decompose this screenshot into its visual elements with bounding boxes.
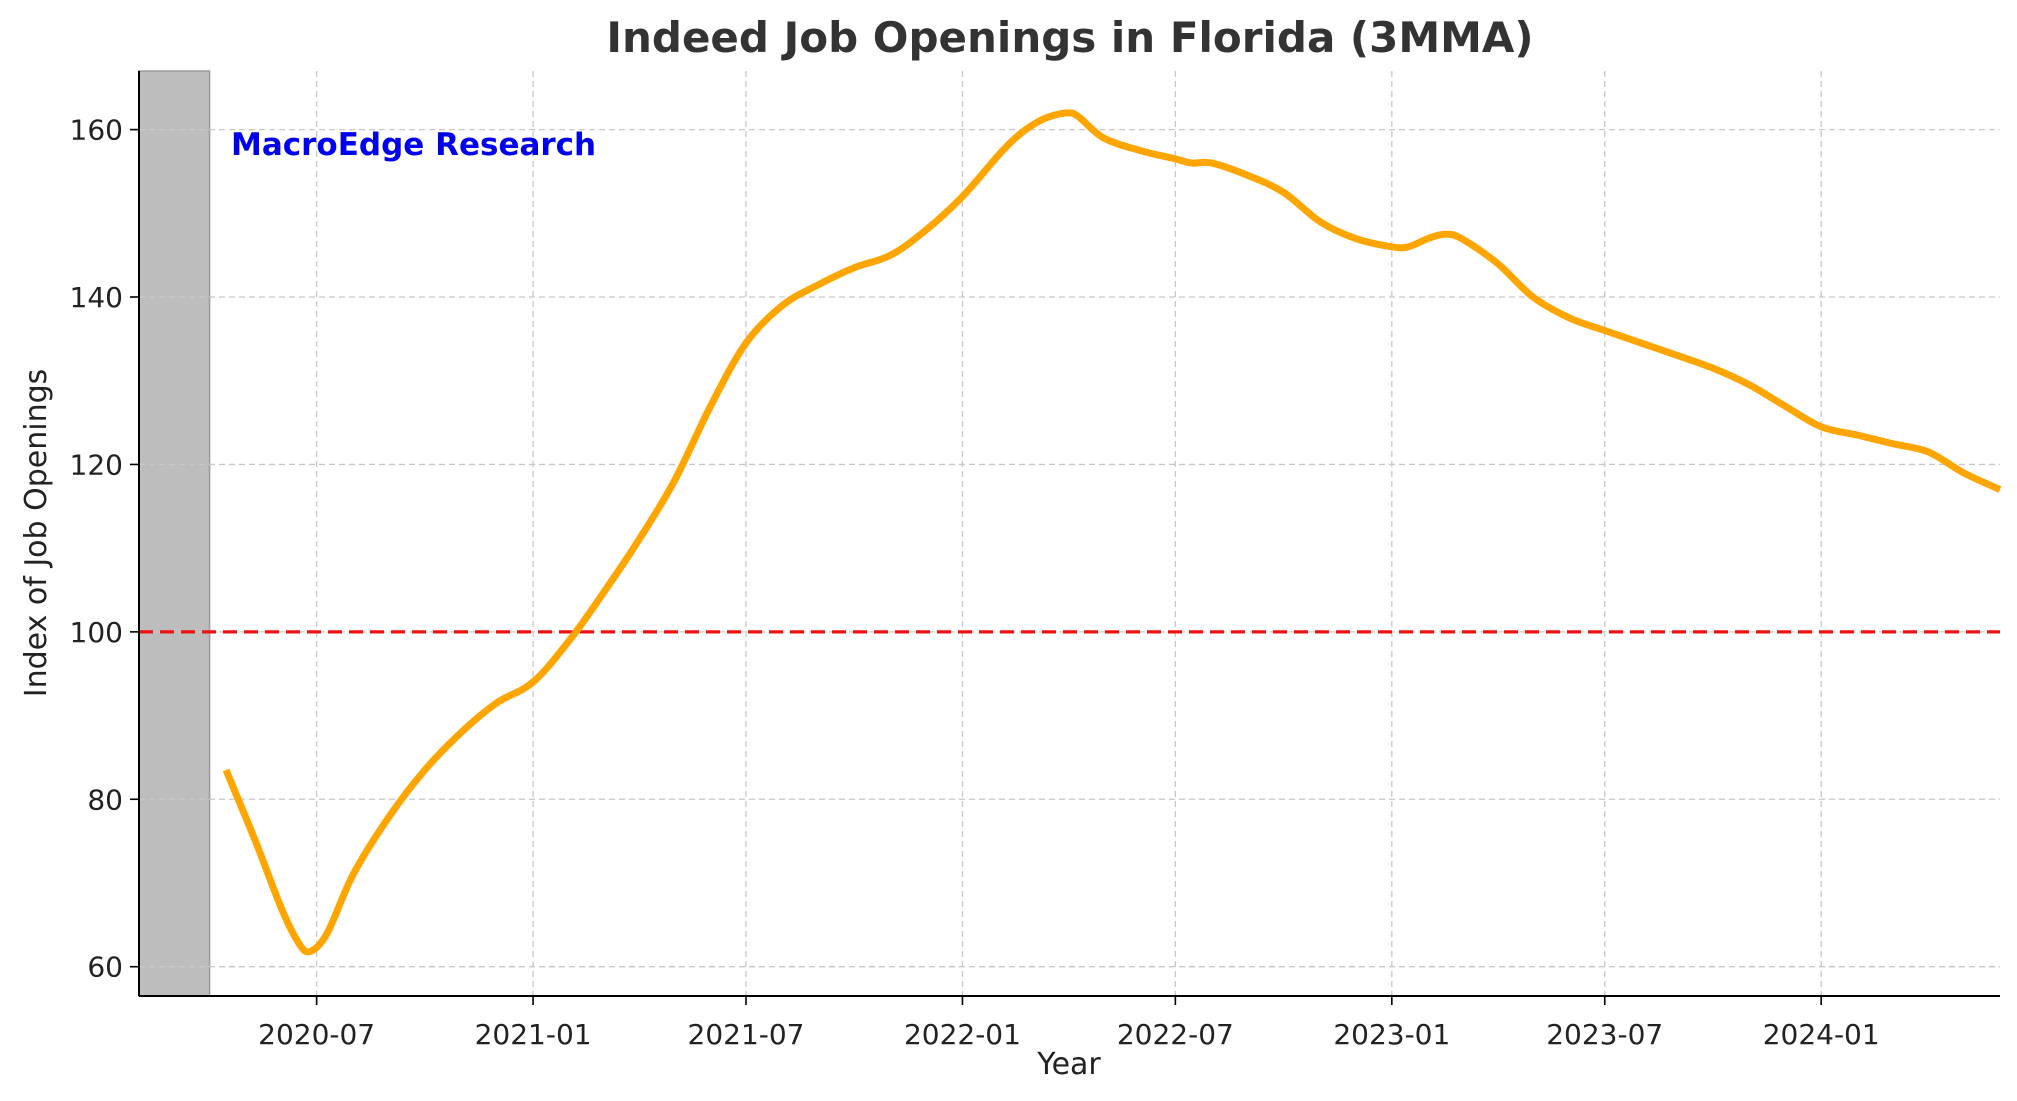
series-line (222, 109, 2002, 956)
x-tick-label: 2023-01 (1333, 1018, 1450, 1051)
y-tick-label: 100 (70, 616, 123, 649)
x-ticks: 2020-07 2021-01 2021-07 2022-01 2022-07 2023-… (258, 996, 1880, 1051)
y-tick-label: 160 (70, 114, 123, 147)
y-axis-label: Index of Job Openings (19, 369, 54, 698)
x-tick-label: 2021-07 (688, 1018, 805, 1051)
x-tick-label: 2020-07 (258, 1018, 375, 1051)
x-axis-label: Year (1036, 1047, 1101, 1082)
x-tick-label: 2023-07 (1546, 1018, 1663, 1051)
x-tick-label: 2021-01 (475, 1018, 592, 1051)
axes-spines (138, 71, 2000, 997)
x-tick-label: 2024-01 (1763, 1018, 1880, 1051)
x-tick-label: 2022-07 (1117, 1018, 1234, 1051)
y-tick-label: 140 (70, 281, 123, 314)
shaded-region (138, 70, 211, 997)
watermark-label: MacroEdge Research (231, 127, 596, 163)
grid-lines (139, 71, 2000, 996)
y-ticks: 60 80 100 120 140 160 (70, 114, 139, 984)
y-tick-label: 60 (87, 951, 123, 984)
chart-title: Indeed Job Openings in Florida (3MMA) (606, 13, 1533, 62)
y-tick-label: 120 (70, 448, 123, 481)
y-tick-label: 80 (87, 783, 123, 816)
x-tick-label: 2022-01 (904, 1018, 1021, 1051)
plot-area: MacroEdge Research (138, 70, 2002, 997)
